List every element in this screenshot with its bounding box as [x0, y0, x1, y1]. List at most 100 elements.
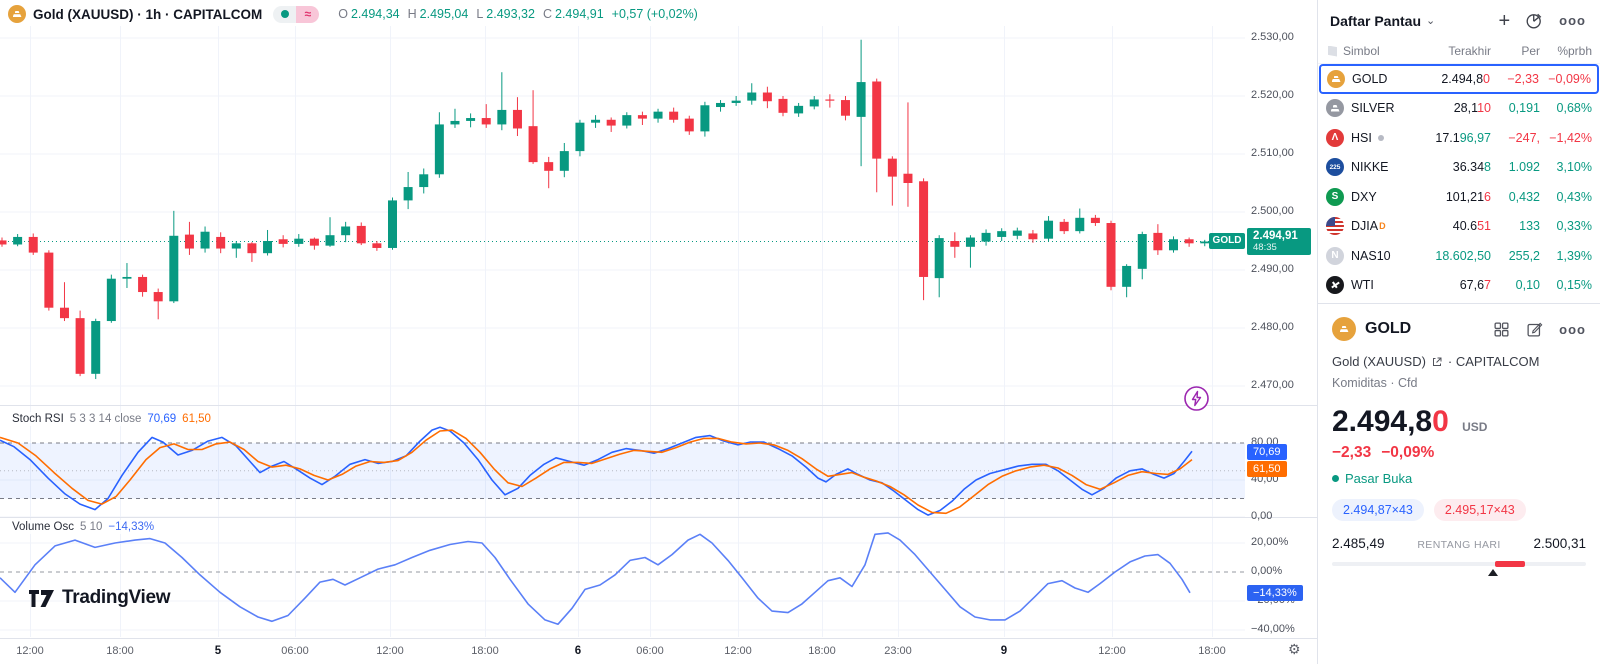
watchlist-column-headers[interactable]: Simbol Terakhir Per %prbh	[1318, 39, 1600, 64]
current-price-label: 2.494,91 48:35	[1247, 228, 1311, 255]
column-simbol[interactable]: Simbol	[1343, 44, 1380, 58]
stoch-rsi-name: Stoch RSI	[12, 413, 64, 425]
detail-exchange: · CAPITALCOM	[1447, 354, 1540, 369]
change-percent: 0,33%	[1556, 219, 1592, 234]
time-axis-label: 5	[214, 645, 222, 657]
candle	[778, 96, 788, 117]
external-link-icon[interactable]	[1431, 356, 1443, 368]
candle	[1122, 264, 1132, 298]
grid-layout-icon[interactable]	[1493, 321, 1510, 338]
stoch-rsi-legend[interactable]: Stoch RSI 5 3 3 14 close 70,69 61,50	[8, 412, 215, 426]
candle	[1012, 227, 1022, 240]
instant-trading-button[interactable]	[1183, 385, 1210, 412]
ohlc-readout: O 2.494,34 H 2.495,04 L 2.493,32 C 2.494,91 …	[338, 7, 698, 21]
more-options-icon[interactable]: ooo	[1559, 321, 1586, 337]
tradingview-logo[interactable]: TradingView	[28, 587, 171, 609]
stoch-d-axis-badge: 61,50	[1247, 461, 1287, 477]
stoch-scale-label: 0,00	[1251, 510, 1273, 522]
stoch-rsi-params: 5 3 3 14 close	[69, 413, 142, 425]
change-value: 0,191	[1508, 101, 1540, 116]
notes-edit-icon[interactable]	[1526, 321, 1543, 338]
watchlist-row-silver[interactable]: SILVER 28,110 0,191 0,68%	[1318, 94, 1600, 124]
watchlist-row-dxy[interactable]: S DXY 101,216 0,432 0,43%	[1318, 182, 1600, 212]
candle	[1153, 224, 1163, 255]
candle	[388, 197, 397, 250]
column-terakhir[interactable]: Terakhir	[1448, 44, 1491, 58]
open-label: O	[338, 7, 348, 21]
candle	[1169, 236, 1178, 253]
candle	[762, 86, 772, 109]
symbol-name[interactable]: WTI	[1351, 278, 1374, 293]
ask-pill[interactable]: 2.495,17×43	[1433, 499, 1526, 521]
day-range-segment	[1494, 561, 1526, 567]
candle	[450, 108, 460, 128]
last-price: 40.651	[1452, 219, 1491, 234]
symbol-name[interactable]: SILVER	[1351, 101, 1395, 116]
candle	[263, 229, 273, 256]
legend-toggle-group[interactable]: ≈	[273, 5, 320, 23]
candle	[231, 241, 241, 258]
watchlist-row-wti[interactable]: WTI 67,67 0,10 0,15%	[1318, 271, 1600, 301]
bid-pill[interactable]: 2.494,87×43	[1332, 499, 1424, 521]
candle	[559, 142, 569, 178]
dxy-icon: S	[1326, 187, 1344, 206]
add-symbol-button[interactable]: +	[1498, 9, 1511, 32]
time-axis-label: 9	[1000, 645, 1008, 657]
watchlist-row-djia[interactable]: DJIA D 40.651 133 0,33%	[1318, 212, 1600, 242]
candle	[825, 94, 835, 108]
notifications-toggle[interactable]: ≈	[296, 5, 320, 23]
pie-chart-icon[interactable]	[1525, 11, 1544, 30]
day-low: 2.485,49	[1332, 536, 1385, 551]
change-readout: +0,57 (+0,02%)	[611, 7, 698, 21]
candle	[606, 117, 616, 132]
symbol-name[interactable]: DJIA	[1351, 219, 1379, 234]
candle	[356, 222, 366, 246]
time-axis-label: 06:00	[281, 645, 309, 657]
candle	[294, 234, 304, 247]
high-value: 2.495,04	[419, 7, 469, 21]
detail-symbol-subtitle[interactable]: Gold (XAUUSD)	[1332, 354, 1426, 369]
candle	[653, 108, 663, 123]
candle	[622, 112, 632, 129]
detail-symbol-title[interactable]: GOLD	[1365, 320, 1412, 337]
watchlist-row-hsi[interactable]: Λ HSI 17.196,97 −247, −1,42%	[1318, 123, 1600, 153]
volume-osc-axis-badge: −14,33%	[1247, 585, 1303, 601]
candle	[1184, 237, 1194, 247]
candle	[75, 310, 85, 377]
tradingview-logo-icon	[29, 589, 54, 607]
chart-symbol-title[interactable]: Gold (XAUUSD) · 1h · CAPITALCOM	[33, 6, 263, 22]
symbol-name[interactable]: HSI	[1351, 130, 1372, 145]
column-perubahan[interactable]: Per	[1521, 44, 1540, 58]
symbol-name[interactable]: NIKKE	[1351, 160, 1389, 175]
day-range-row: 2.485,49 RENTANG HARI 2.500,31	[1332, 536, 1586, 551]
candle	[1106, 220, 1116, 291]
more-options-icon[interactable]: ooo	[1559, 13, 1586, 28]
last-price: 17.196,97	[1435, 130, 1491, 145]
price-chart-canvas[interactable]	[0, 0, 1317, 638]
volosc-scale-label: 20,00%	[1251, 536, 1289, 548]
watchlist-row-nas10[interactable]: N NAS10 18.602,50 255,2 1,39%	[1318, 241, 1600, 271]
symbol-name[interactable]: GOLD	[1352, 71, 1388, 86]
time-axis[interactable]	[0, 638, 1317, 664]
watchlist-row-nikke[interactable]: 225 NIKKE 36.348 1.092 3,10%	[1318, 153, 1600, 183]
symbol-name[interactable]: DXY	[1351, 189, 1377, 204]
day-range-marker	[1488, 569, 1499, 576]
change-percent: −1,42%	[1549, 130, 1592, 145]
volume-osc-legend[interactable]: Volume Osc 5 10 −14,33%	[8, 520, 159, 534]
watchlist-title[interactable]: Daftar Pantau	[1330, 12, 1422, 29]
symbol-name[interactable]: NAS10	[1351, 248, 1391, 263]
candle	[934, 235, 944, 298]
market-status-toggle[interactable]	[273, 5, 297, 23]
stoch-k-value: 70,69	[147, 413, 177, 425]
change-value: −247,	[1508, 130, 1540, 145]
candle	[747, 83, 757, 105]
candle	[309, 237, 319, 250]
wave-icon: ≈	[304, 7, 312, 21]
chevron-down-icon[interactable]: ⌄	[1426, 15, 1436, 27]
gear-icon[interactable]: ⚙	[1288, 641, 1301, 657]
candle	[840, 96, 850, 121]
column-prbh[interactable]: %prbh	[1557, 44, 1592, 58]
candle	[716, 100, 726, 112]
change-percent: 1,39%	[1556, 248, 1592, 263]
watchlist-row-gold[interactable]: GOLD 2.494,80 −2,33 −0,09%	[1319, 64, 1599, 94]
